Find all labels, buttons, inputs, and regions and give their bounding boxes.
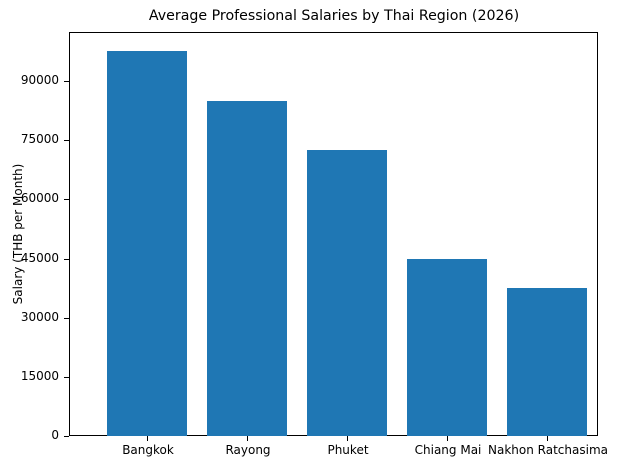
x-tick [447, 436, 448, 441]
bar-chiang-mai [407, 258, 487, 436]
bar-nakhon-ratchasima [507, 288, 587, 436]
y-tick-label: 15000 [20, 369, 59, 383]
y-tick-label: 90000 [20, 73, 59, 87]
bar-rayong [207, 100, 287, 436]
bar-bangkok [107, 51, 187, 436]
x-tick [247, 436, 248, 441]
x-tick-label: Phuket [327, 443, 369, 457]
y-tick [64, 259, 69, 260]
y-tick-label: 75000 [20, 132, 59, 146]
y-tick-label: 60000 [20, 191, 59, 205]
x-tick [347, 436, 348, 441]
y-tick-label: 45000 [20, 251, 59, 265]
x-tick-label: Rayong [225, 443, 271, 457]
y-tick [64, 199, 69, 200]
y-tick-label: 0 [51, 428, 59, 442]
y-tick [64, 140, 69, 141]
x-tick-label: Nakhon Ratchasima [488, 443, 608, 457]
x-tick-label: Bangkok [122, 443, 174, 457]
x-tick [547, 436, 548, 441]
bar-phuket [307, 150, 387, 436]
y-tick [64, 318, 69, 319]
x-tick-label: Chiang Mai [414, 443, 482, 457]
y-tick [64, 81, 69, 82]
y-tick [64, 436, 69, 437]
x-tick [147, 436, 148, 441]
chart-title: Average Professional Salaries by Thai Re… [148, 8, 520, 24]
y-axis-title: Salary (THB per Month) [11, 163, 25, 305]
y-tick [64, 377, 69, 378]
y-tick-label: 30000 [20, 310, 59, 324]
